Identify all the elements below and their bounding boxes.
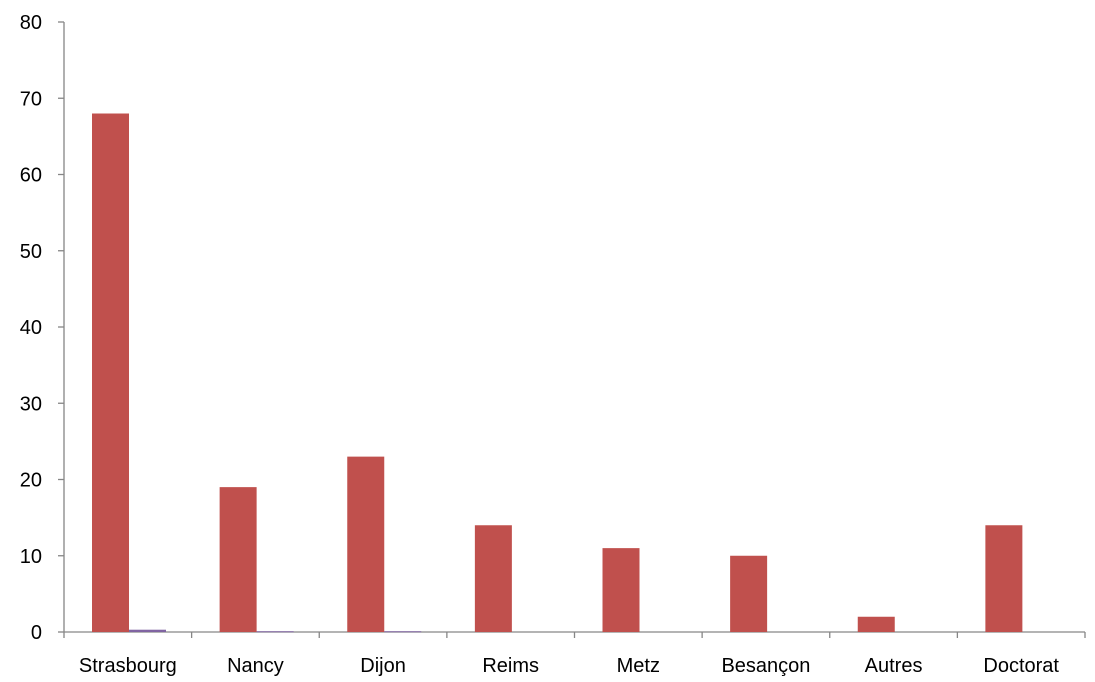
bar-reims — [474, 525, 512, 632]
bar-nancy — [219, 487, 257, 632]
y-tick-label: 40 — [20, 317, 42, 339]
x-category-label: Strasbourg — [79, 655, 177, 677]
y-tick-label: 70 — [20, 88, 42, 110]
x-category-label: Besançon — [721, 655, 810, 677]
y-tick-label: 80 — [20, 12, 42, 34]
bar-besan-on — [730, 555, 768, 632]
bar-secondary-nancy — [256, 631, 294, 633]
y-tick-label: 10 — [20, 546, 42, 568]
y-tick-label: 50 — [20, 241, 42, 263]
bar-dijon — [347, 456, 385, 632]
x-category-label: Dijon — [360, 655, 406, 677]
y-tick-label: 30 — [20, 393, 42, 415]
bar-doctorat — [985, 525, 1023, 632]
bar-strasbourg — [92, 113, 129, 632]
x-category-label: Reims — [482, 655, 539, 677]
axes — [58, 21, 1086, 638]
x-category-label: Metz — [617, 655, 660, 677]
labels: 0 10 20 30 40 50 60 70 80 Strasbourg Nancy Dijon Rei… — [20, 12, 1060, 677]
x-category-label: Doctorat — [983, 655, 1059, 677]
bar-metz — [602, 548, 640, 632]
bar-secondary-strasbourg — [129, 629, 166, 632]
x-category-label: Autres — [865, 655, 923, 677]
bars — [92, 113, 1023, 633]
bar-autres — [857, 616, 895, 632]
x-category-label: Nancy — [227, 655, 284, 677]
y-tick-label: 0 — [31, 622, 42, 644]
y-tick-label: 20 — [20, 470, 42, 492]
y-tick-label: 60 — [20, 165, 42, 187]
bar-secondary-dijon — [384, 631, 422, 633]
